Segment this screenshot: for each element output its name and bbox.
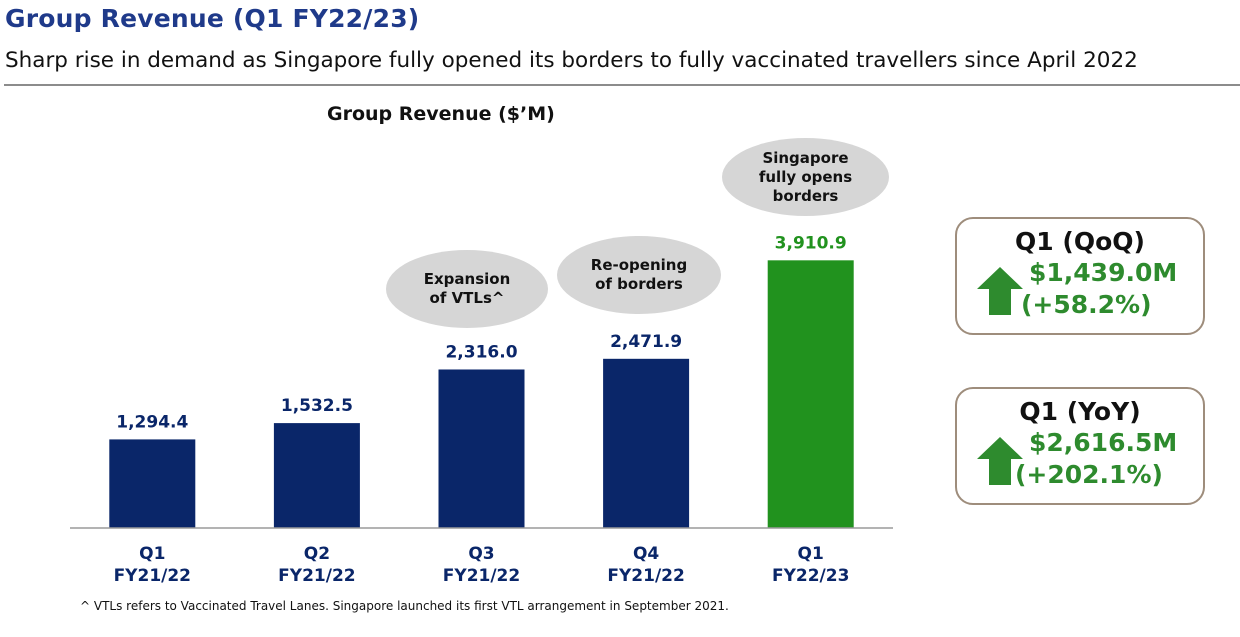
annotation-text-singapore: Singapore fully opens borders bbox=[758, 148, 853, 205]
revenue-bar-chart: 1,294.4Q1FY21/221,532.5Q2FY21/222,316.0Q… bbox=[70, 233, 893, 586]
kpi-card-qoq: Q1 (QoQ) $1,439.0M (+58.2%) bbox=[955, 217, 1205, 335]
annotation-bubble-reopening: Re-opening of borders bbox=[557, 236, 721, 314]
data-label: 3,910.9 bbox=[775, 233, 847, 253]
annotation-bubble-vtl: Expansion of VTLs^ bbox=[386, 250, 548, 328]
page-subtitle: Sharp rise in demand as Singapore fully … bbox=[5, 48, 1138, 73]
annotation-bubble-singapore: Singapore fully opens borders bbox=[722, 138, 889, 216]
bar bbox=[438, 369, 525, 528]
kpi-yoy-percent: (+202.1%) bbox=[1015, 460, 1163, 489]
annotation-text-vtl: Expansion of VTLs^ bbox=[423, 270, 511, 307]
data-label: 2,471.9 bbox=[610, 332, 682, 352]
x-tick-label: FY21/22 bbox=[278, 566, 355, 586]
kpi-yoy-title: Q1 (YoY) bbox=[1019, 397, 1141, 426]
page-title: Group Revenue (Q1 FY22/23) bbox=[5, 4, 420, 33]
annotation-text-reopening: Re-opening of borders bbox=[590, 256, 688, 293]
x-tick-label: FY21/22 bbox=[607, 566, 684, 586]
x-tick-label: FY22/23 bbox=[772, 566, 849, 586]
bar bbox=[109, 439, 196, 528]
kpi-qoq-amount: $1,439.0M bbox=[1029, 258, 1178, 287]
data-label: 2,316.0 bbox=[445, 342, 517, 362]
bar bbox=[603, 358, 690, 528]
kpi-card-yoy: Q1 (YoY) $2,616.5M (+202.1%) bbox=[955, 387, 1205, 505]
footnote: ^ VTLs refers to Vaccinated Travel Lanes… bbox=[80, 599, 729, 613]
up-arrow-icon bbox=[977, 267, 1023, 315]
x-tick-label: Q4 bbox=[633, 544, 659, 564]
x-tick-label: Q3 bbox=[468, 544, 494, 564]
up-arrow-icon bbox=[977, 437, 1023, 485]
x-tick-label: FY21/22 bbox=[443, 566, 520, 586]
data-label: 1,532.5 bbox=[281, 396, 353, 416]
kpi-qoq-title: Q1 (QoQ) bbox=[1015, 227, 1145, 256]
kpi-qoq-percent: (+58.2%) bbox=[1021, 290, 1152, 319]
chart-title: Group Revenue ($’M) bbox=[327, 103, 555, 125]
header-divider bbox=[4, 84, 1240, 86]
bar bbox=[273, 423, 360, 528]
x-tick-label: Q1 bbox=[139, 544, 165, 564]
x-tick-label: FY21/22 bbox=[114, 566, 191, 586]
data-label: 1,294.4 bbox=[116, 412, 188, 432]
x-tick-label: Q2 bbox=[304, 544, 330, 564]
bar bbox=[767, 260, 854, 528]
kpi-yoy-amount: $2,616.5M bbox=[1029, 428, 1178, 457]
x-tick-label: Q1 bbox=[798, 544, 824, 564]
